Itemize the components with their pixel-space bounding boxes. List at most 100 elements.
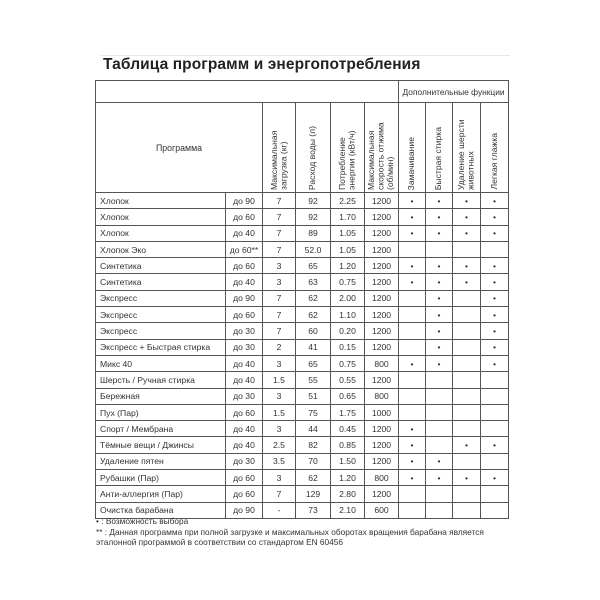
max-load-cell: 1.5	[262, 371, 296, 389]
energy-usage-cell: 0.15	[330, 338, 365, 356]
pet-hair-cell	[452, 354, 482, 373]
soak-cell: •	[398, 354, 427, 373]
temperature-cell: до 60	[225, 403, 263, 422]
max-load-cell: 1.5	[262, 403, 296, 422]
temperature-cell: до 60**	[225, 240, 263, 259]
quick-wash-cell	[425, 485, 454, 503]
temperature-cell: до 30	[225, 338, 263, 356]
temperature-cell: до 40	[225, 436, 263, 454]
water-usage-cell: 73	[295, 501, 331, 519]
easy-iron-cell	[480, 387, 510, 405]
temperature-cell: до 60	[225, 306, 263, 324]
water-usage-cell: 65	[295, 257, 331, 275]
soak-cell: •	[398, 208, 427, 226]
table-row: Спорт / Мембрана до 40 3 44 0.45 1200 •	[95, 420, 510, 438]
quick-wash-cell: •	[425, 257, 454, 275]
soak-cell	[398, 485, 427, 503]
energy-usage-cell: 1.05	[330, 224, 365, 242]
extra-functions-header: Дополнительные функции	[398, 80, 510, 103]
energy-label: Потребление энергии (кВт/ч)	[337, 130, 357, 190]
table-row: Синтетика до 40 3 63 0.75 1200 • • • •	[95, 273, 510, 291]
water-usage-cell: 92	[295, 208, 331, 226]
max-load-cell: 7	[262, 240, 296, 259]
temperature-cell: до 40	[225, 420, 263, 438]
temperature-cell: до 30	[225, 322, 263, 340]
program-name-cell: Синтетика	[95, 273, 226, 291]
easy-iron-cell: •	[480, 469, 510, 487]
spin-speed-cell: 1200	[363, 420, 400, 438]
table-row: Хлопок до 90 7 92 2.25 1200 • • • •	[95, 191, 510, 210]
easy-iron-cell: •	[480, 224, 510, 242]
table-row: Анти-аллергия (Пар) до 60 7 129 2.80 1200	[95, 485, 510, 503]
quick-wash-cell: •	[425, 338, 454, 356]
max-load-cell: 7	[262, 224, 296, 242]
spin-speed-cell: 1200	[363, 191, 400, 210]
easy-iron-cell: •	[480, 354, 510, 373]
easy-iron-cell	[480, 485, 510, 503]
easy-iron-cell	[480, 240, 510, 259]
spin-speed-cell: 1200	[363, 306, 400, 324]
spin-speed-cell: 1200	[363, 485, 400, 503]
soak-cell: •	[398, 436, 427, 454]
quick-wash-cell: •	[425, 322, 454, 340]
max-load-cell: 2.5	[262, 436, 296, 454]
water-usage-cell: 60	[295, 322, 331, 340]
quick-wash-cell: •	[425, 224, 454, 242]
footnote-bullet: • : Возможность выбора	[96, 516, 189, 526]
pet-hair-cell	[452, 420, 482, 438]
water-usage-cell: 52.0	[295, 240, 331, 259]
easy-iron-header: Легкая глажка	[480, 102, 510, 193]
water-usage-cell: 70	[295, 452, 331, 471]
pet-hair-label: Удаление шерсти животных	[456, 119, 476, 190]
water-usage-cell: 62	[295, 469, 331, 487]
pet-hair-cell	[452, 485, 482, 503]
quick-wash-cell: •	[425, 306, 454, 324]
soak-cell	[398, 371, 427, 389]
spin-speed-cell: 800	[363, 469, 400, 487]
temperature-cell: до 40	[225, 224, 263, 242]
soak-label: Замачивание	[406, 136, 417, 190]
energy-usage-cell: 1.70	[330, 208, 365, 226]
energy-usage-cell: 1.75	[330, 403, 365, 422]
spin-speed-cell: 1200	[363, 436, 400, 454]
energy-usage-cell: 1.05	[330, 240, 365, 259]
easy-iron-cell: •	[480, 306, 510, 324]
program-name-cell: Анти-аллергия (Пар)	[95, 485, 226, 503]
pet-hair-cell: •	[452, 257, 482, 275]
water-usage-cell: 62	[295, 306, 331, 324]
spin-speed-cell: 1200	[363, 208, 400, 226]
temperature-cell: до 90	[225, 191, 263, 210]
program-name-cell: Хлопок	[95, 208, 226, 226]
easy-iron-cell: •	[480, 289, 510, 308]
quick-wash-cell	[425, 240, 454, 259]
table-row: Экспресс до 60 7 62 1.10 1200 • •	[95, 306, 510, 324]
energy-usage-cell: 2.10	[330, 501, 365, 519]
program-header: Программа	[95, 102, 263, 193]
energy-usage-cell: 0.45	[330, 420, 365, 438]
program-name-cell: Хлопок	[95, 224, 226, 242]
water-usage-cell: 55	[295, 371, 331, 389]
program-name-cell: Хлопок	[95, 191, 226, 210]
max-load-cell: 7	[262, 485, 296, 503]
max-load-cell: 3	[262, 469, 296, 487]
pet-hair-header: Удаление шерсти животных	[452, 102, 482, 193]
table-row: Тёмные вещи / Джинсы до 40 2.5 82 0.85 1200 • •…	[95, 436, 510, 454]
divider	[100, 55, 510, 56]
water-usage-cell: 63	[295, 273, 331, 291]
soak-cell	[398, 240, 427, 259]
soak-cell: •	[398, 224, 427, 242]
soak-cell: •	[398, 257, 427, 275]
table-row: Хлопок до 40 7 89 1.05 1200 • • • •	[95, 224, 510, 242]
pet-hair-cell	[452, 387, 482, 405]
pet-hair-cell: •	[452, 191, 482, 210]
soak-cell	[398, 338, 427, 356]
easy-iron-cell: •	[480, 191, 510, 210]
max-load-header: Максимальная загрузка (кг)	[262, 102, 296, 193]
table-row: Экспресс до 30 7 60 0.20 1200 • •	[95, 322, 510, 340]
pet-hair-cell: •	[452, 224, 482, 242]
water-usage-cell: 92	[295, 191, 331, 210]
water-usage-cell: 82	[295, 436, 331, 454]
max-speed-header: Максимальная скорость отжима (об/мин)	[363, 102, 400, 193]
temperature-cell: до 30	[225, 387, 263, 405]
quick-wash-cell	[425, 387, 454, 405]
